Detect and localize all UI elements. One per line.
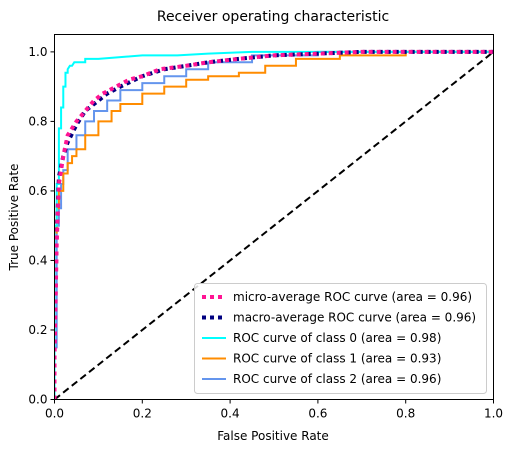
legend-label-0: micro-average ROC curve (area = 0.96) (233, 290, 472, 304)
x-axis: 0.0 0.2 0.4 0.6 0.8 1.0 (45, 399, 503, 421)
y-tick-label: 0.0 (28, 393, 47, 407)
series-line-4 (54, 50, 494, 400)
x-tick-label: 1.0 (484, 407, 503, 421)
y-tick-label: 0.4 (28, 253, 47, 267)
legend-box (194, 283, 487, 394)
x-tick-label: 0.0 (45, 407, 64, 421)
x-axis-label: False Positive Rate (217, 429, 329, 443)
y-tick-label: 0.8 (28, 114, 47, 128)
legend-label-4: ROC curve of class 2 (area = 0.96) (233, 372, 441, 386)
plot-frame (54, 34, 494, 400)
y-tick-label: 0.6 (28, 184, 47, 198)
reference-diagonal-line (54, 51, 495, 400)
x-tick-label: 0.4 (221, 407, 240, 421)
legend-label-3: ROC curve of class 1 (area = 0.93) (233, 352, 441, 366)
y-tick-label: 0.2 (28, 323, 47, 337)
x-tick-label: 0.8 (396, 407, 415, 421)
legend-label-2: ROC curve of class 0 (area = 0.98) (233, 331, 441, 345)
x-tick-label: 0.6 (308, 407, 327, 421)
series-line-2 (54, 50, 494, 400)
y-axis-label: True Positive Rate (7, 164, 21, 272)
y-axis: 0.0 0.2 0.4 0.6 0.8 1.0 (28, 45, 55, 407)
chart-title: Receiver operating characteristic (157, 9, 389, 25)
legend-label-1: macro-average ROC curve (area = 0.96) (233, 311, 476, 325)
legend: micro-average ROC curve (area = 0.96) mac… (194, 283, 487, 394)
series-line-1 (54, 49, 494, 400)
y-tick-label: 1.0 (28, 45, 47, 59)
x-tick-label: 0.2 (133, 407, 152, 421)
plot-lines (54, 49, 495, 400)
series-line-3 (54, 50, 494, 400)
